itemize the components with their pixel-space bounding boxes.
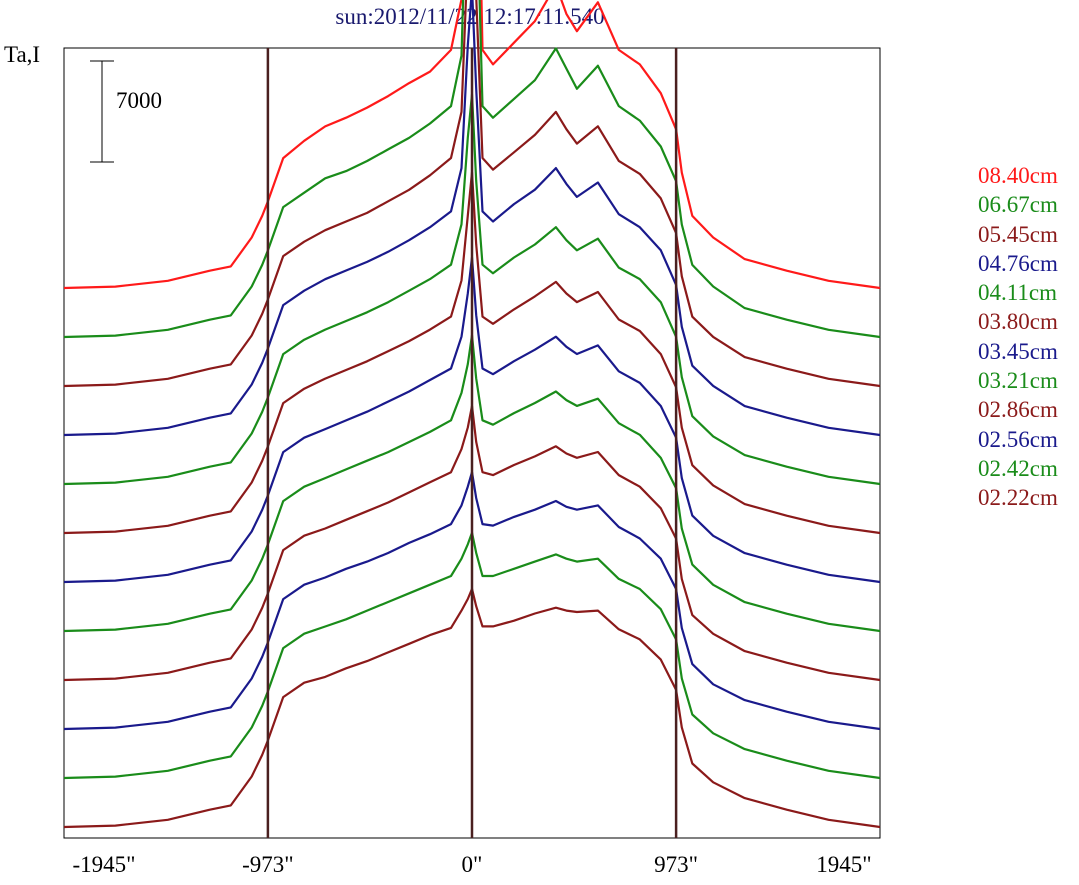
legend-item: 02.22cm [978, 485, 1058, 511]
series-line-04-11cm [63, 93, 881, 486]
x-tick-label: -1945" [72, 852, 136, 877]
series-line-02-22cm [63, 587, 881, 829]
legend-item: 06.67cm [978, 192, 1058, 218]
series-line-03-21cm [63, 334, 881, 633]
series-line-03-45cm [63, 256, 881, 584]
series-line-06-67cm [63, 0, 881, 339]
x-tick-label: 973" [654, 852, 699, 877]
legend-item: 08.40cm [978, 163, 1058, 188]
legend-item: 04.76cm [978, 250, 1058, 276]
series-line-03-80cm [63, 171, 881, 535]
legend-item: 02.42cm [978, 455, 1058, 481]
legend: 08.40cm 06.67cm 05.45cm 04.76cm 04.11cm 03.80… [978, 161, 1058, 513]
x-tick-label: 0" [461, 852, 483, 877]
legend-item: 04.11cm [978, 280, 1057, 306]
legend-item: 02.56cm [978, 426, 1058, 452]
legend-item: 02.86cm [978, 397, 1058, 423]
series-line-02-56cm [63, 471, 881, 731]
series-line-02-86cm [63, 404, 881, 682]
legend-item: 03.21cm [978, 368, 1058, 394]
legend-item: 03.45cm [978, 338, 1058, 364]
legend-item: 05.45cm [978, 221, 1058, 247]
y-axis-label: Ta,I [4, 42, 41, 67]
series-line-08-40cm [63, 0, 881, 290]
series-line-04-76cm [63, 0, 881, 437]
series-line-02-42cm [63, 531, 881, 780]
x-tick-label: 1945" [816, 852, 872, 877]
series-line-05-45cm [63, 0, 881, 388]
scale-bar-label: 7000 [116, 88, 162, 113]
legend-item: 03.80cm [978, 309, 1058, 335]
x-tick-label: -973" [242, 852, 294, 877]
